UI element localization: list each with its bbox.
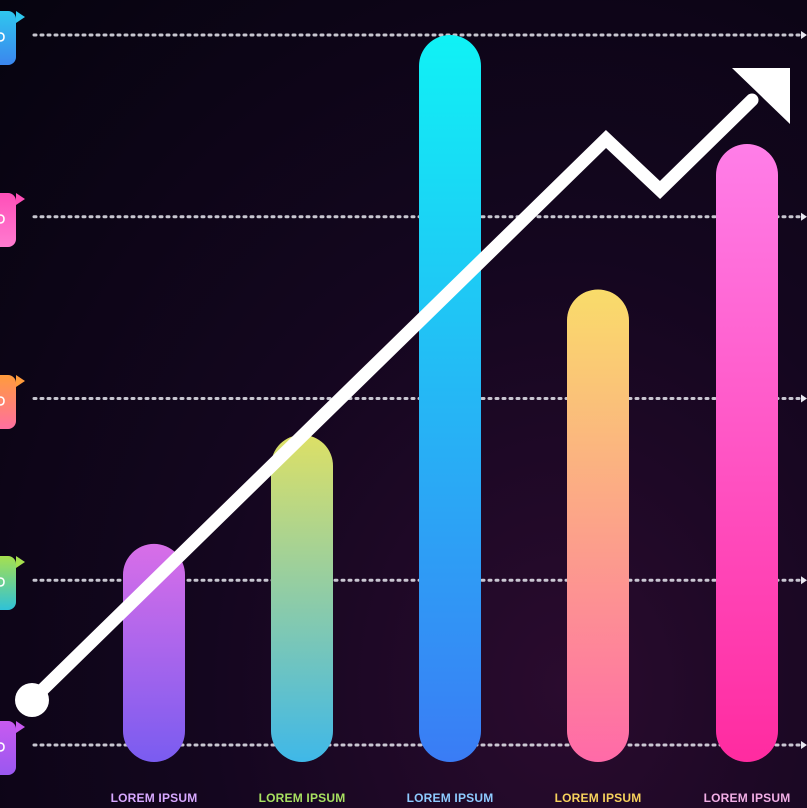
settings-icon — [0, 721, 25, 775]
bars — [123, 35, 778, 763]
trend-arrow-start-dot — [15, 683, 49, 717]
chat-icon-glyph — [0, 211, 6, 225]
grid-line-end-marker — [801, 394, 807, 403]
document-icon — [0, 374, 25, 429]
grid-line-end-marker — [801, 212, 807, 221]
bar-2 — [271, 434, 333, 762]
trend-arrow-line — [25, 93, 759, 707]
recycle-icon-glyph — [0, 574, 6, 588]
cloud-icon-glyph — [0, 29, 6, 43]
trend-arrow — [15, 68, 790, 717]
category-label: LOREM IPSUM — [703, 791, 791, 805]
bar-5 — [716, 144, 778, 763]
bar-4 — [567, 289, 629, 762]
trend-arrow-head — [732, 68, 790, 124]
category-label: LOREM IPSUM — [258, 791, 346, 805]
category-label: LOREM IPSUM — [554, 791, 642, 805]
recycle-icon — [0, 556, 25, 611]
chat-icon — [0, 192, 25, 247]
cloud-icon — [0, 11, 25, 65]
grid-line-end-marker — [801, 31, 807, 39]
document-icon-glyph — [0, 393, 6, 407]
category-label: LOREM IPSUM — [110, 791, 198, 805]
category-label: LOREM IPSUM — [406, 791, 494, 805]
settings-icon-glyph — [0, 739, 6, 753]
bar-3 — [419, 35, 481, 762]
grid-line-end-marker — [801, 741, 807, 749]
grid-line-end-marker — [801, 576, 807, 585]
